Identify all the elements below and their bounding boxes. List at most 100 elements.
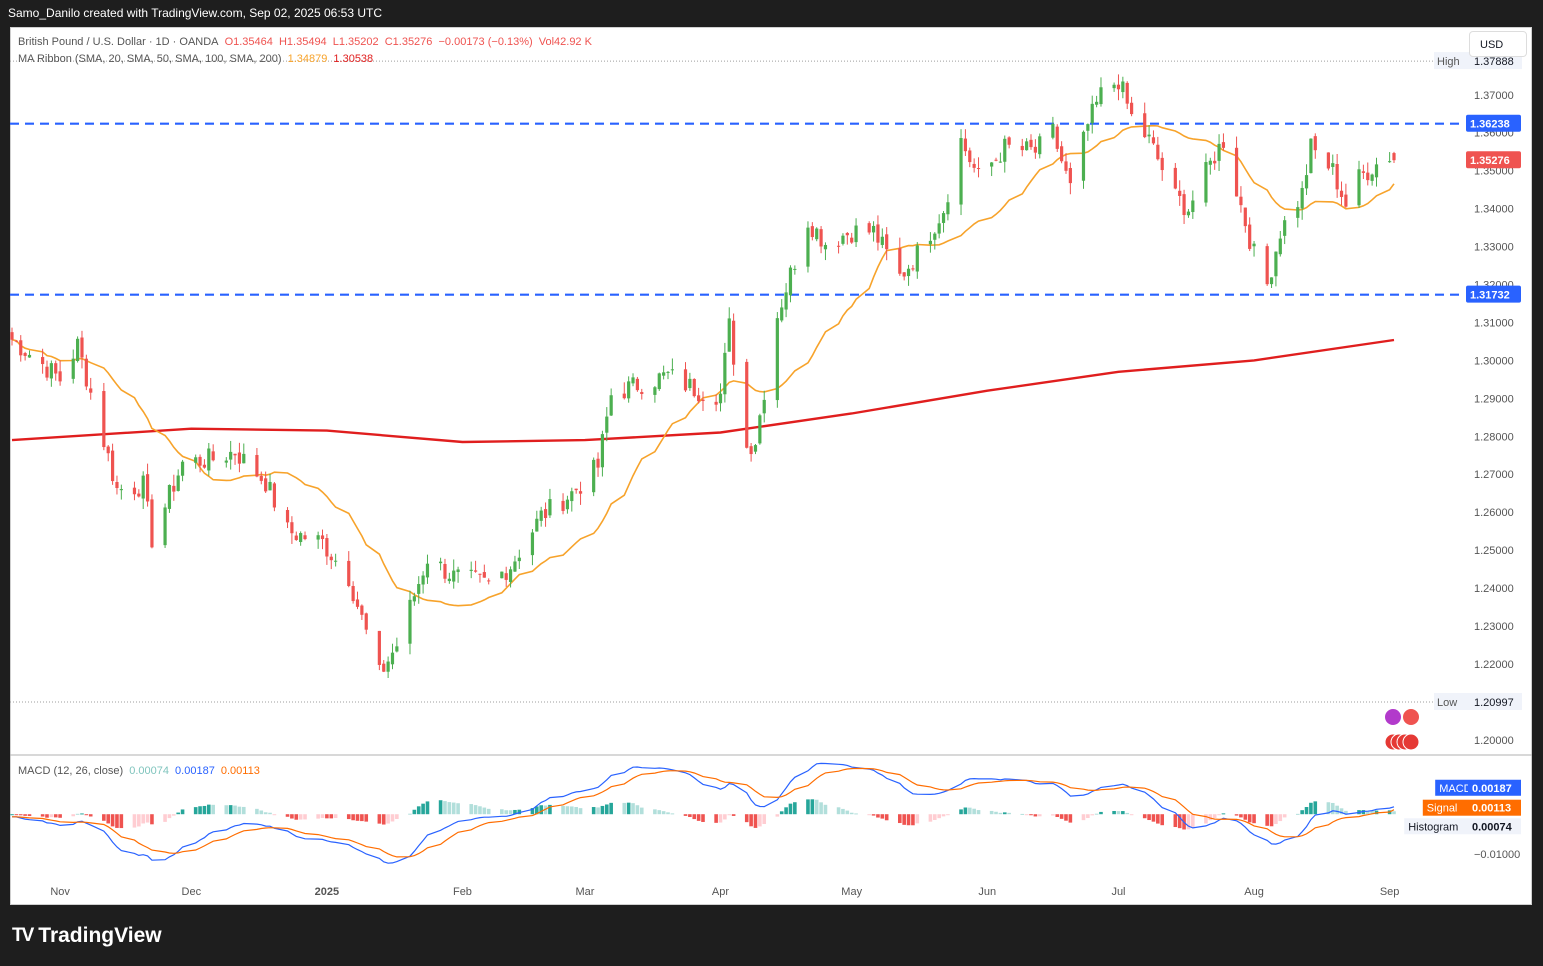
x-axis-tick: Feb (453, 886, 472, 898)
candle (54, 360, 58, 381)
candle (1278, 230, 1282, 257)
candle-body (815, 228, 819, 240)
macd-histogram-bar (425, 801, 430, 815)
macd-histogram-bar (1239, 814, 1243, 818)
candle (163, 503, 167, 548)
candle-body (697, 395, 701, 402)
candle (395, 637, 399, 653)
candle-body (325, 538, 329, 557)
macd-histogram-bar (176, 812, 180, 815)
candle (41, 348, 45, 374)
macd-histogram-bar (517, 809, 522, 815)
candle-body (714, 401, 718, 405)
candle-body (627, 381, 631, 399)
macd-histogram-bar (762, 814, 767, 824)
macd-histogram-bar (1392, 811, 1396, 815)
macd-histogram-bar (701, 814, 705, 822)
macd-tag-value: 0.00187 (1472, 783, 1512, 795)
candle-body (119, 489, 123, 491)
chart-panel[interactable] (10, 27, 1532, 905)
candle-body (382, 663, 386, 672)
candle (596, 452, 600, 477)
x-axis-tick: Mar (575, 886, 594, 898)
macd-histogram-bar (263, 812, 268, 815)
macd-histogram-bar (1204, 814, 1208, 824)
candle (692, 378, 696, 398)
candle (762, 390, 766, 423)
candle-body (438, 561, 443, 564)
candle-body (548, 499, 552, 516)
macd-histogram-bar (1252, 814, 1256, 824)
candle-body (242, 453, 246, 464)
macd-histogram-bar (1365, 810, 1370, 815)
symbol-name: British Pound / U.S. Dollar · 1D · OANDA (18, 36, 219, 48)
currency-button[interactable]: USD (1469, 31, 1527, 57)
candle-body (395, 646, 399, 652)
candle-body (167, 484, 172, 509)
low-value: 1.20997 (1474, 697, 1514, 709)
macd-histogram-bar (137, 814, 141, 827)
candle-body (412, 596, 416, 602)
candle (867, 221, 871, 235)
volume-value: Vol42.92 K (538, 36, 592, 48)
candle-body (456, 569, 460, 573)
candle-body (998, 161, 1002, 163)
macd-histogram-bar (976, 810, 981, 815)
candle-body (793, 268, 797, 270)
price-axis-tick: 1.33000 (1474, 242, 1514, 254)
macd-histogram-bar (84, 814, 89, 816)
macd-histogram-bar (653, 809, 657, 815)
candle (167, 484, 172, 513)
candle-body (1025, 141, 1029, 151)
price-axis-tick: 1.31000 (1474, 317, 1514, 329)
macd-histogram-bar (609, 802, 613, 815)
macd-histogram-bar (45, 814, 49, 818)
macd-histogram-bar (473, 805, 478, 815)
candle (578, 481, 583, 505)
candle-body (377, 630, 381, 665)
macd-histogram-bar (1142, 814, 1147, 819)
candle (723, 342, 727, 403)
macd-histogram-bar (1002, 812, 1007, 815)
macd-histogram-bar (727, 814, 732, 816)
candle-body (1366, 172, 1370, 181)
level-label-bg (1466, 285, 1521, 303)
candle-body (360, 605, 364, 615)
macd-histogram-bar (994, 811, 998, 815)
price-axis-tick: 1.20000 (1474, 735, 1514, 747)
candle (670, 358, 674, 375)
candle (316, 531, 320, 549)
candle-body (1213, 160, 1217, 164)
candle (609, 388, 613, 417)
candle-body (1173, 167, 1177, 189)
candle-body (285, 510, 290, 523)
candle (1029, 134, 1033, 150)
macd-histogram-bar (1037, 814, 1042, 817)
macd-histogram-bar (1125, 812, 1130, 815)
candle-body (990, 162, 994, 167)
candle (45, 360, 49, 381)
candle-body (1296, 207, 1300, 218)
close-value: C1.35276 (384, 36, 433, 48)
candle-body (854, 225, 858, 243)
candle-body (1129, 102, 1134, 115)
candle-body (1361, 171, 1365, 173)
candle (815, 227, 819, 242)
candle (836, 241, 841, 254)
macd-histogram-bar (18, 814, 23, 816)
candle-body (482, 572, 486, 578)
candle (854, 218, 858, 248)
candle-body (596, 458, 600, 468)
candle (1392, 151, 1396, 164)
candle (968, 147, 972, 168)
candle-body (906, 268, 911, 277)
candle (780, 299, 784, 323)
candle-body (390, 652, 395, 665)
event-icon (1385, 709, 1401, 725)
candle (1213, 151, 1217, 170)
macd-histogram-bar (241, 806, 246, 815)
candle (1178, 180, 1182, 206)
candle (1095, 95, 1099, 108)
macd-histogram-bar (132, 814, 137, 828)
